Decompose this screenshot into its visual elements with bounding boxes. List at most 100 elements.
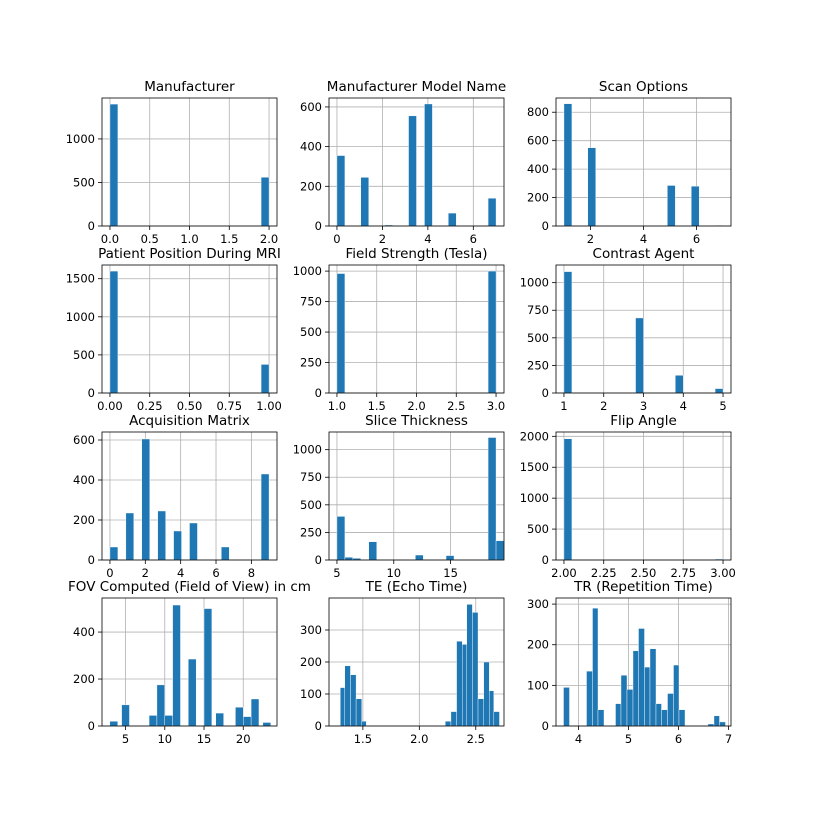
y-tick-label: 200 [73, 672, 95, 686]
x-tick-label: 2.5 [467, 732, 485, 746]
histogram-bar [109, 270, 119, 394]
y-tick-label: 0 [542, 386, 549, 400]
subplot-title: Field Strength (Tesla) [346, 246, 488, 262]
y-tick-label: 0 [542, 219, 549, 233]
histogram-bar [109, 721, 118, 727]
histogram-bar [157, 510, 166, 561]
histogram-bar [472, 612, 479, 727]
subplot-7: 0 2 4 6 8 0 200 400 600 Acquisition Matrix [73, 413, 278, 580]
y-tick-label: 300 [527, 597, 549, 611]
y-tick-label: 1500 [520, 460, 549, 474]
x-tick-label: 4 [680, 399, 687, 413]
histogram-bar [250, 698, 260, 727]
subplot-3: 2 4 6 0 200 400 600 800 Scan Options [527, 79, 732, 246]
subplot-6: 1 2 3 4 5 0 250 500 750 1000 Contrast Agent [520, 246, 732, 413]
y-tick-label: 1000 [293, 443, 322, 457]
subplot-5: 1.0 1.5 2.0 2.5 3.0 0 250 500 750 1000 Field Stren… [293, 246, 505, 413]
histogram-bar [141, 438, 150, 561]
axes-frame [101, 431, 278, 561]
histogram-bar [563, 438, 573, 561]
x-tick-label: 5 [625, 732, 632, 746]
histogram-bar [487, 198, 497, 227]
y-tick-label: 600 [300, 100, 322, 114]
histogram-bar [638, 628, 645, 727]
y-tick-label: 250 [300, 356, 322, 370]
y-tick-label: 0 [315, 219, 322, 233]
y-tick-label: 1000 [66, 132, 95, 146]
x-tick-label: 1.5 [220, 232, 238, 246]
x-tick-label: 2.50 [631, 566, 657, 580]
x-tick-label: 15 [197, 732, 212, 746]
histogram-bar [109, 103, 119, 227]
y-tick-label: 0 [315, 553, 322, 567]
x-tick-label: 2.75 [670, 566, 696, 580]
x-tick-label: 0 [333, 232, 340, 246]
histogram-bar [615, 703, 622, 727]
y-tick-label: 200 [527, 638, 549, 652]
subplot-title: TR (Repetition Time) [573, 579, 713, 595]
histogram-bar [563, 687, 570, 727]
subplot-title: Scan Options [599, 79, 688, 95]
histogram-bar [415, 554, 424, 561]
y-tick-label: 200 [300, 179, 322, 193]
x-tick-label: 2.0 [260, 232, 278, 246]
histogram-bar [344, 557, 354, 561]
x-tick-label: 2 [600, 399, 607, 413]
histogram-bar [456, 641, 463, 727]
x-tick-label: 3.0 [487, 399, 505, 413]
histogram-bar [673, 664, 680, 727]
y-tick-label: 100 [300, 687, 322, 701]
subplot-title: FOV Computed (Field of View) in cm [68, 579, 311, 595]
y-tick-label: 2000 [520, 429, 549, 443]
x-tick-label: 8 [248, 566, 255, 580]
y-tick-label: 1500 [66, 272, 95, 286]
histogram-bar [344, 665, 351, 727]
y-tick-label: 250 [300, 525, 322, 539]
y-tick-label: 0 [542, 719, 549, 733]
histogram-bar [260, 177, 270, 227]
histogram-bar [713, 715, 720, 727]
histogram-bar [450, 711, 457, 727]
histogram-bar [661, 709, 668, 727]
y-tick-label: 800 [527, 105, 549, 119]
y-tick-label: 400 [73, 473, 95, 487]
y-tick-label: 400 [527, 162, 549, 176]
x-tick-label: 4 [575, 732, 582, 746]
histogram-bar [489, 690, 495, 727]
histogram-bar [260, 473, 270, 561]
x-tick-label: 0.00 [97, 399, 123, 413]
histogram-bar [235, 707, 244, 727]
histogram-bar [173, 530, 182, 561]
y-tick-label: 400 [300, 140, 322, 154]
y-tick-label: 1000 [520, 491, 549, 505]
y-tick-label: 0 [315, 386, 322, 400]
x-tick-label: 0.0 [101, 232, 119, 246]
x-tick-label: 0.50 [177, 399, 203, 413]
histogram-bar [243, 716, 252, 727]
histogram-bar [262, 722, 271, 727]
y-tick-label: 500 [527, 522, 549, 536]
histogram-bar [203, 608, 213, 727]
x-tick-label: 7 [725, 732, 732, 746]
histogram-bar [483, 661, 490, 727]
histogram-bar [350, 674, 357, 727]
y-tick-label: 250 [527, 358, 549, 372]
x-tick-label: 2.25 [591, 566, 617, 580]
x-tick-label: 4 [640, 232, 647, 246]
histogram-bar [667, 185, 676, 227]
y-tick-label: 600 [73, 433, 95, 447]
x-tick-label: 6 [470, 232, 477, 246]
y-tick-label: 1000 [66, 310, 95, 324]
histogram-bar [620, 675, 628, 727]
x-tick-label: 15 [443, 566, 458, 580]
histogram-bar [355, 698, 362, 727]
y-tick-label: 200 [73, 513, 95, 527]
histogram-bar [156, 684, 165, 727]
y-tick-label: 750 [300, 295, 322, 309]
x-tick-label: 6 [675, 732, 682, 746]
histogram-bar [587, 147, 596, 227]
y-tick-label: 0 [542, 553, 549, 567]
subplot-title: Patient Position During MRI [98, 246, 281, 262]
y-tick-label: 750 [300, 470, 322, 484]
